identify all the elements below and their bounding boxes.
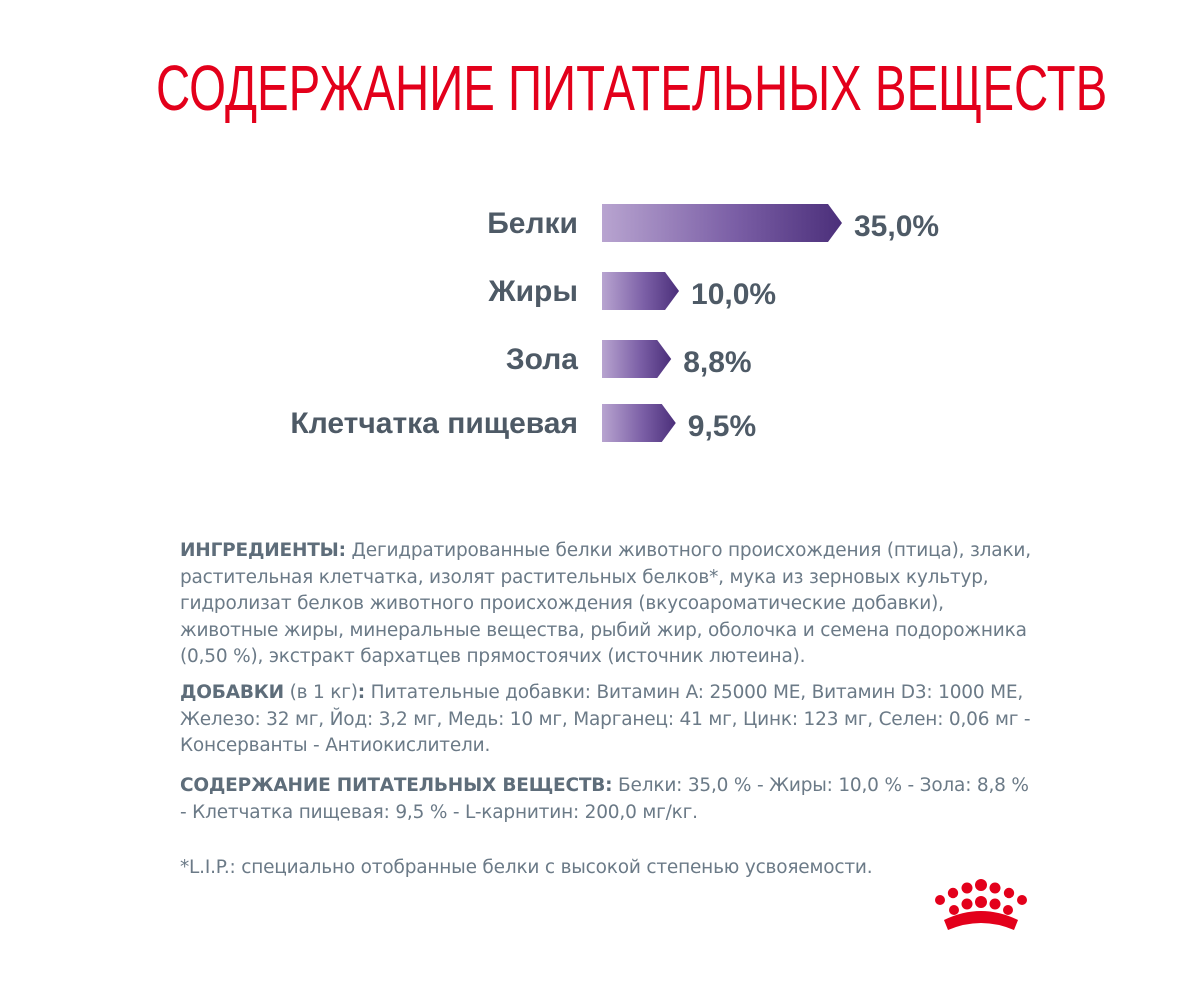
additives-label: ДОБАВКИ	[180, 682, 284, 703]
category-label-1: Белки	[487, 207, 578, 240]
category-label-3: Зола	[506, 343, 578, 376]
composition-label: СОДЕРЖАНИЕ ПИТАТЕЛЬНЫХ ВЕЩЕСТВ:	[180, 775, 613, 796]
footnote: *L.I.P.: специально отобранные белки с в…	[180, 857, 873, 878]
composition-paragraph: СОДЕРЖАНИЕ ПИТАТЕЛЬНЫХ ВЕЩЕСТВ: Белки: 3…	[180, 773, 1040, 826]
ingredients-paragraph: ИНГРЕДИЕНТЫ: Дегидратированные белки жив…	[180, 538, 1040, 671]
category-label-2: Жиры	[487, 275, 578, 308]
value-label-1: 35,0%	[854, 210, 939, 243]
page-title: СОДЕРЖАНИЕ ПИТАТЕЛЬНЫХ ВЕЩЕСТВ	[156, 52, 1108, 124]
composition-text: Белки: 35,0 % - Жиры: 10,0 % - Зола: 8,8…	[180, 775, 1029, 823]
bar-3	[602, 340, 672, 378]
category-label-4: Клетчатка пищевая	[290, 407, 578, 440]
additives-paragraph: ДОБАВКИ (в 1 кг): Питательные добавки: В…	[180, 680, 1040, 760]
value-label-3: 8,8%	[683, 346, 751, 379]
ingredients-label: ИНГРЕДИЕНТЫ:	[180, 540, 346, 561]
additives-colon: :	[357, 682, 365, 703]
bar-1	[602, 204, 842, 242]
ingredients-text: Дегидратированные белки животного происх…	[180, 540, 1031, 667]
value-label-2: 10,0%	[691, 278, 776, 311]
crown-icon	[935, 879, 1027, 930]
nutrient-chart: Белки 35,0% Жиры 10,0% Зола 8,8% Клетчатка пищ…	[290, 204, 939, 443]
additives-text: Питательные добавки: Витамин A: 25000 МЕ…	[180, 682, 1031, 756]
bar-4	[602, 404, 676, 442]
value-label-4: 9,5%	[688, 410, 756, 443]
additives-unit-note: (в 1 кг)	[283, 682, 358, 703]
bar-2	[602, 272, 680, 310]
